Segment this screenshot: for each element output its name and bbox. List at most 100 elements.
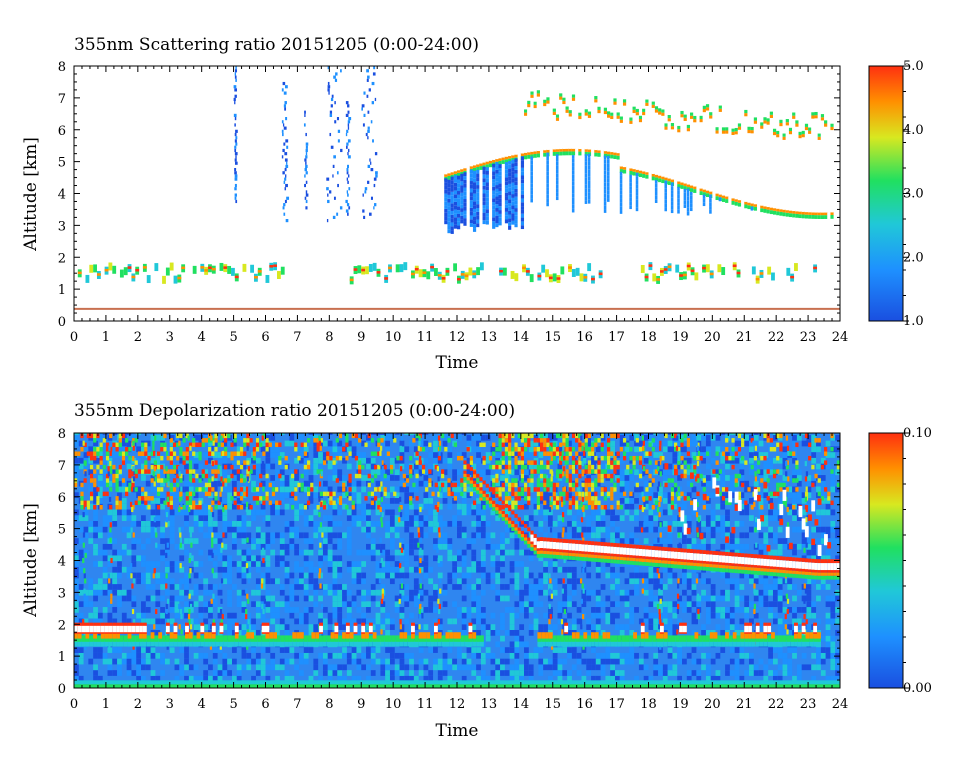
scatter-cell	[460, 211, 464, 216]
depol-cell	[509, 566, 515, 573]
depol-cell	[74, 492, 79, 499]
depol-cell	[389, 658, 395, 665]
scatter-cell	[830, 126, 834, 131]
depol-cell	[682, 601, 687, 608]
scatter-cell	[499, 269, 503, 273]
depol-cell	[184, 589, 189, 596]
scatter-cell	[93, 264, 97, 273]
scatter-cell	[546, 97, 550, 101]
depol-cell	[610, 509, 615, 516]
depol-cell	[514, 664, 520, 671]
depol-cell	[313, 664, 319, 671]
scatter-cell	[689, 118, 694, 186]
scatter-cell	[485, 205, 489, 210]
scatter-cell	[654, 199, 658, 203]
scatter-cell	[664, 184, 668, 189]
depol-cell	[284, 670, 290, 676]
depol-cell	[255, 543, 261, 550]
depol-cell	[437, 670, 443, 676]
scatter-cell	[463, 202, 467, 207]
depol-cell	[294, 515, 300, 521]
depol-cell	[370, 526, 376, 533]
depol-cell	[136, 647, 142, 653]
depol-cell	[490, 532, 496, 539]
depol-cell	[184, 658, 189, 665]
scatter-cell	[520, 213, 525, 218]
scatter-cell	[524, 155, 528, 160]
depol-cell	[442, 658, 448, 665]
scatter-cell	[670, 190, 674, 194]
depol-cell	[614, 675, 620, 682]
depol-cell	[155, 433, 161, 435]
depol-cell	[667, 601, 673, 608]
depol-cell	[619, 538, 625, 544]
scatter-cell	[603, 182, 607, 187]
depol-cell	[160, 480, 165, 487]
depol-cell	[380, 440, 386, 447]
depol-cell	[461, 452, 467, 458]
scatter-cell	[820, 211, 825, 216]
y-tick-label: 8	[58, 60, 66, 75]
depol-cell	[591, 647, 596, 653]
depol-cell	[677, 675, 683, 682]
scatter-cell	[798, 138, 802, 212]
depol-cell	[370, 538, 376, 544]
depol-cell	[275, 664, 280, 671]
scatter-cell	[357, 265, 362, 274]
depol-cell	[547, 675, 553, 682]
depol-cell	[279, 549, 285, 556]
depol-cell	[418, 647, 424, 653]
depol-cell	[605, 526, 611, 533]
scatter-cell	[603, 205, 607, 210]
depol-cell	[437, 503, 443, 510]
scatter-cell	[347, 152, 349, 156]
depol-cell	[624, 658, 630, 665]
depol-cell	[447, 480, 453, 487]
depol-cell	[284, 566, 290, 573]
depol-cell	[567, 578, 572, 585]
depol-cell	[533, 503, 539, 510]
depol-cell	[686, 457, 692, 464]
scatter-cell	[485, 220, 489, 225]
depol-cell	[701, 578, 706, 585]
depol-cell	[442, 532, 448, 539]
scatter-cell	[616, 115, 620, 119]
scatter-cell	[709, 198, 712, 203]
depol-cell	[452, 520, 457, 527]
scatter-cell	[715, 193, 719, 197]
scatter-cell	[527, 100, 531, 105]
depol-cell	[112, 607, 118, 613]
depol-cell	[442, 670, 448, 676]
depol-cell	[227, 452, 232, 458]
depol-cell	[667, 469, 673, 476]
depol-cell	[385, 618, 390, 625]
scatter-cell	[541, 264, 546, 273]
depol-cell	[299, 670, 304, 676]
depol-cell	[514, 670, 520, 676]
scatter-cell	[376, 271, 381, 274]
depol-cell	[567, 670, 572, 676]
depol-cell	[413, 566, 419, 573]
scatter-cell	[584, 154, 588, 159]
scatter-cell	[330, 97, 334, 102]
scatter-cell	[235, 155, 237, 159]
depol-cell	[514, 612, 520, 619]
depol-cell	[658, 647, 663, 653]
depol-cell	[557, 515, 563, 521]
depol-cell	[423, 658, 429, 665]
depol-cell	[480, 607, 486, 613]
depol-cell	[313, 463, 319, 470]
depol-cell	[457, 509, 462, 516]
scatter-cell	[792, 112, 796, 116]
scatter-cell	[89, 264, 94, 273]
y-tick-label: 6	[58, 124, 66, 139]
depol-cell	[672, 457, 678, 464]
depol-cell	[279, 532, 285, 539]
scatter-cell	[721, 133, 726, 196]
depol-cell	[141, 658, 146, 665]
depol-cell	[385, 658, 390, 665]
depol-cell	[169, 607, 175, 613]
depol-cell	[624, 509, 630, 516]
depol-cell	[145, 561, 151, 567]
scatter-cell	[482, 161, 486, 166]
